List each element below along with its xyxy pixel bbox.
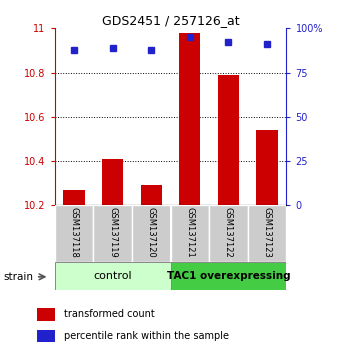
Bar [55,205,93,262]
Text: GSM137121: GSM137121 [185,207,194,258]
Text: GSM137123: GSM137123 [263,207,272,258]
Text: GSM137119: GSM137119 [108,207,117,258]
Bar [132,205,170,262]
Bar [102,159,123,205]
Title: GDS2451 / 257126_at: GDS2451 / 257126_at [102,14,239,27]
Text: transformed count: transformed count [64,309,155,319]
Text: GSM137120: GSM137120 [147,207,156,258]
Bar [209,205,248,262]
Bar [55,262,170,290]
Bar [248,205,286,262]
Bar [218,75,239,205]
Text: control: control [93,271,132,281]
Text: strain: strain [3,272,33,282]
Bar [170,205,209,262]
Bar [93,205,132,262]
Bar [37,330,55,343]
Bar [140,185,162,205]
Text: percentile rank within the sample: percentile rank within the sample [64,331,229,341]
Text: GSM137118: GSM137118 [69,207,78,258]
Text: TAC1 overexpressing: TAC1 overexpressing [167,271,290,281]
Text: GSM137122: GSM137122 [224,207,233,258]
Bar [170,262,286,290]
Bar [256,130,278,205]
Bar [63,190,85,205]
Bar [179,33,201,205]
Bar [37,308,55,321]
